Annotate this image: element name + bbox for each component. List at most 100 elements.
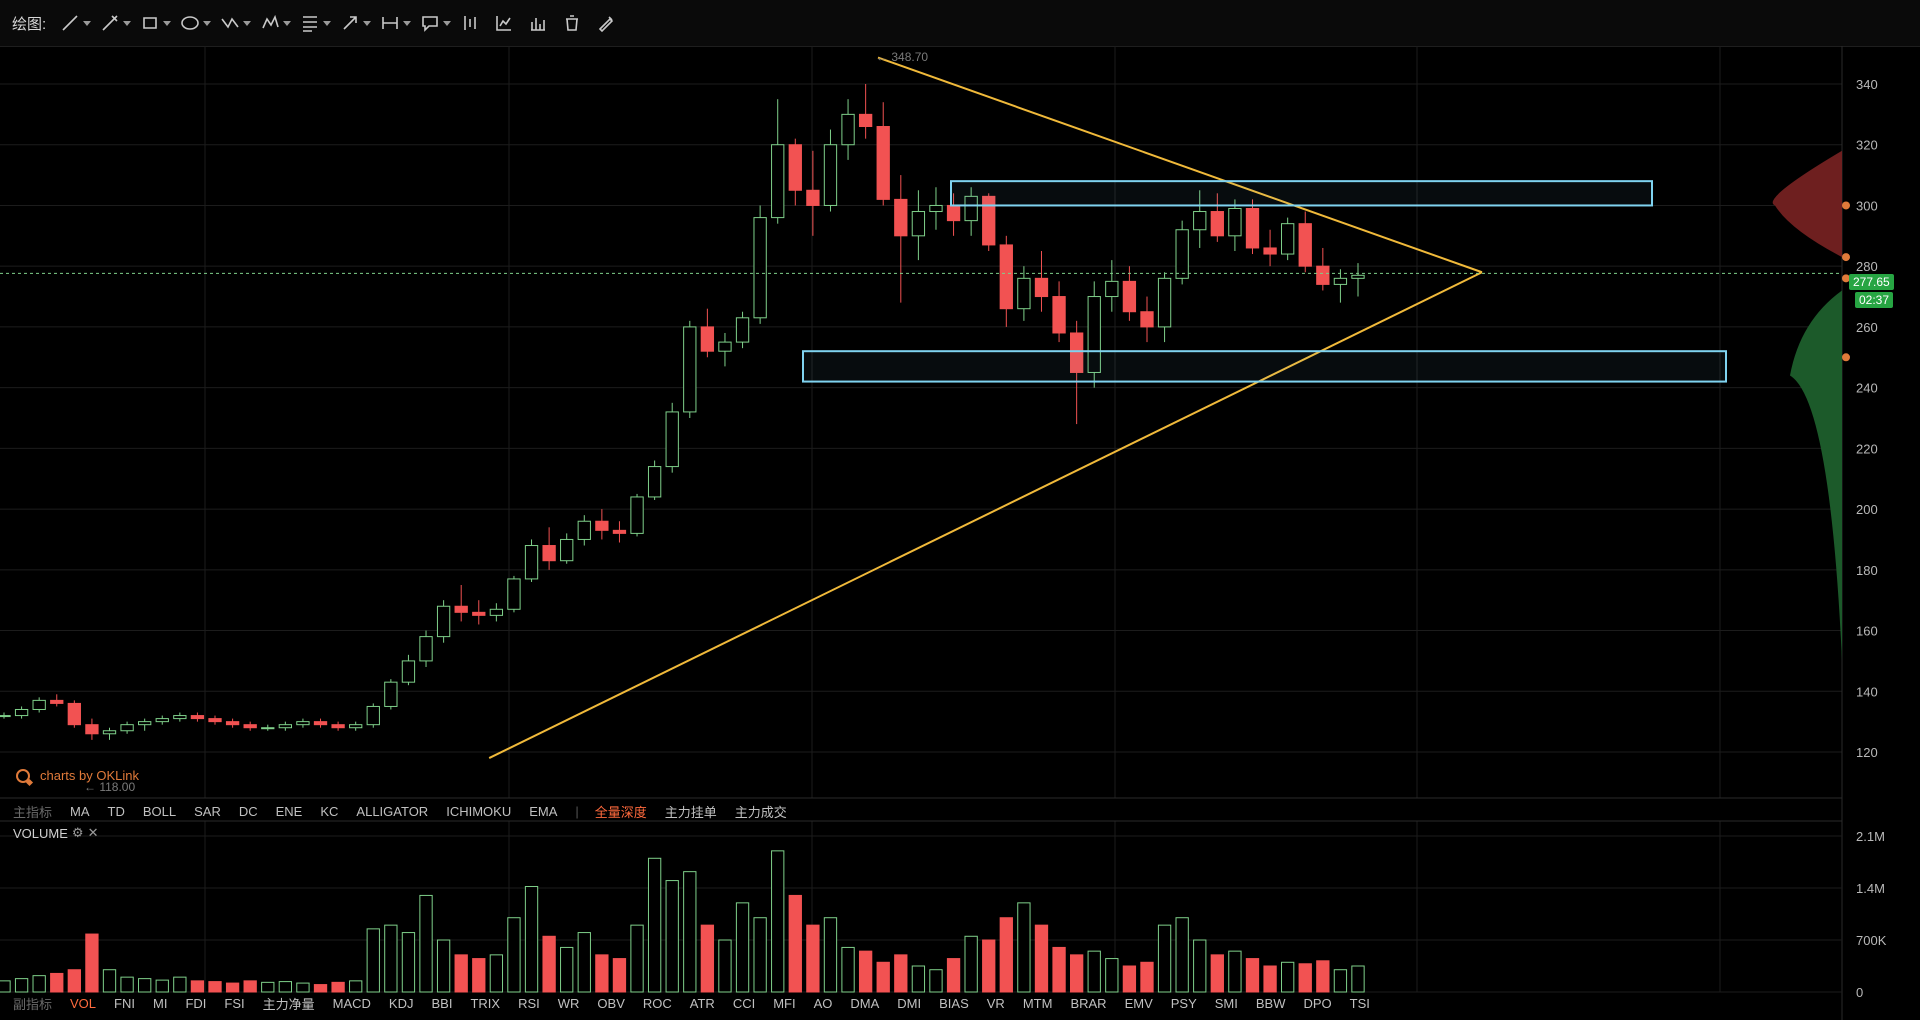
indicator-WR[interactable]: WR: [557, 995, 580, 1011]
indicator-DMI[interactable]: DMI: [897, 995, 922, 1011]
indicator-SAR[interactable]: SAR: [194, 803, 221, 819]
candle-body: [560, 538, 574, 562]
indicator-SMI[interactable]: SMI: [1214, 995, 1238, 1011]
arrow-tool[interactable]: [340, 13, 372, 33]
volume-bar: [858, 950, 873, 993]
indicator-BRAR[interactable]: BRAR: [1070, 995, 1107, 1011]
note-tool[interactable]: [420, 13, 452, 33]
caret-down-icon[interactable]: [403, 20, 412, 26]
indicator-MA[interactable]: MA: [70, 803, 90, 819]
volume-bar: [401, 932, 416, 993]
volume-bar: [454, 954, 468, 993]
indicator-BOLL[interactable]: BOLL: [142, 803, 177, 819]
volume-bar: [1245, 958, 1260, 993]
indicator-bar-label: 副指标: [13, 996, 53, 1012]
caret-down-icon[interactable]: [83, 20, 92, 26]
delete-tool[interactable]: [562, 13, 582, 33]
measure-tool[interactable]: [380, 13, 412, 33]
indicator-MFI[interactable]: MFI: [773, 995, 796, 1011]
volume-bar: [735, 902, 750, 993]
indicator-VOL[interactable]: VOL: [70, 995, 97, 1011]
drawing-overlays: [0, 56, 1842, 759]
indicator-ICHIMOKU[interactable]: ICHIMOKU: [446, 803, 512, 819]
pattern-icon: [262, 14, 279, 29]
caret-down-icon[interactable]: [203, 20, 212, 26]
ray-tool[interactable]: [100, 13, 132, 33]
indicator-AO[interactable]: AO: [813, 995, 833, 1011]
indicator-FSI[interactable]: FSI: [224, 995, 245, 1011]
candle-body: [964, 195, 978, 222]
bars-tool[interactable]: [528, 13, 548, 33]
candle-body: [401, 660, 416, 683]
indicator-CCI[interactable]: CCI: [732, 995, 756, 1011]
indicator-FNI[interactable]: FNI: [114, 995, 135, 1011]
indicator-TRIX[interactable]: TRIX: [470, 995, 501, 1011]
rect-tool[interactable]: [140, 13, 172, 33]
candle-body: [665, 411, 679, 468]
indicator-DMA[interactable]: DMA: [850, 995, 880, 1011]
low-price-label: ← 118.00: [84, 780, 135, 794]
pattern-tool[interactable]: [260, 13, 292, 33]
indicator-DC[interactable]: DC: [238, 803, 258, 819]
volume-bar: [489, 954, 504, 993]
caret-down-icon[interactable]: [363, 20, 372, 26]
close-icon[interactable]: ✕: [87, 825, 99, 840]
volume-bar: [841, 946, 855, 993]
volume-bar: [876, 961, 890, 993]
indicator-DPO[interactable]: DPO: [1303, 995, 1332, 1011]
indicator-BBI[interactable]: BBI: [431, 995, 453, 1011]
candle-body: [1122, 280, 1137, 313]
indicator-BIAS[interactable]: BIAS: [939, 995, 969, 1011]
line-tool[interactable]: [60, 13, 92, 33]
path-tool[interactable]: [220, 13, 252, 33]
candle-body: [349, 724, 363, 729]
candle-body: [1316, 265, 1330, 285]
fib-tool[interactable]: [300, 13, 332, 33]
y-tick-label: 280: [1856, 259, 1878, 274]
indicator-RSI[interactable]: RSI: [518, 995, 540, 1011]
caret-down-icon[interactable]: [443, 20, 452, 26]
indicator-BBW[interactable]: BBW: [1255, 995, 1286, 1011]
candle-body: [120, 724, 134, 732]
indicator-FDI[interactable]: FDI: [185, 995, 207, 1011]
indicator-MTM[interactable]: MTM: [1022, 995, 1053, 1011]
indicator-OBV[interactable]: OBV: [597, 995, 625, 1011]
indicator-主力成交[interactable]: 主力成交: [734, 804, 787, 820]
indicator-PSY[interactable]: PSY: [1170, 995, 1197, 1011]
volume-bar: [542, 935, 556, 993]
indicator-KDJ[interactable]: KDJ: [388, 995, 414, 1011]
volume-bar: [560, 946, 574, 993]
indicator-EMA[interactable]: EMA: [529, 803, 558, 819]
indicator-ALLIGATOR[interactable]: ALLIGATOR: [356, 803, 429, 819]
candle-body: [190, 715, 205, 720]
candle-body: [313, 721, 328, 726]
indicator-ATR[interactable]: ATR: [689, 995, 715, 1011]
indicator-主力净量[interactable]: 主力净量: [262, 996, 315, 1012]
caret-down-icon[interactable]: [323, 20, 332, 26]
candle-body: [1087, 296, 1101, 373]
indicator-TD[interactable]: TD: [107, 803, 125, 819]
caret-down-icon[interactable]: [283, 20, 292, 26]
ellipse-tool[interactable]: [180, 13, 212, 33]
indicator-KC[interactable]: KC: [320, 803, 339, 819]
chart-canvas[interactable]: 120 140 160 180 200 220 240 260 280 300 320 340 0 70…: [0, 46, 1920, 1020]
indicator-ENE[interactable]: ENE: [275, 803, 303, 819]
caret-down-icon[interactable]: [243, 20, 252, 26]
indicator-全量深度[interactable]: 全量深度: [594, 804, 647, 820]
indicator-VR[interactable]: VR: [986, 995, 1005, 1011]
candle-tool[interactable]: [460, 13, 480, 33]
volume-bar: [138, 978, 152, 993]
candle-body: [524, 545, 539, 580]
indicator-MI[interactable]: MI: [152, 995, 168, 1011]
gear-icon[interactable]: ⚙: [71, 825, 84, 840]
indicator-主力挂单[interactable]: 主力挂单: [664, 804, 717, 820]
draw-settings-tool[interactable]: [596, 13, 616, 33]
indicator-EMV[interactable]: EMV: [1124, 995, 1153, 1011]
indicator-ROC[interactable]: ROC: [642, 995, 672, 1011]
indicator-MACD[interactable]: MACD: [332, 995, 371, 1011]
caret-down-icon[interactable]: [163, 20, 172, 26]
caret-down-icon[interactable]: [123, 20, 132, 26]
chart-tool[interactable]: [494, 13, 514, 33]
bars-icon: [531, 18, 546, 31]
indicator-TSI[interactable]: TSI: [1349, 995, 1370, 1011]
